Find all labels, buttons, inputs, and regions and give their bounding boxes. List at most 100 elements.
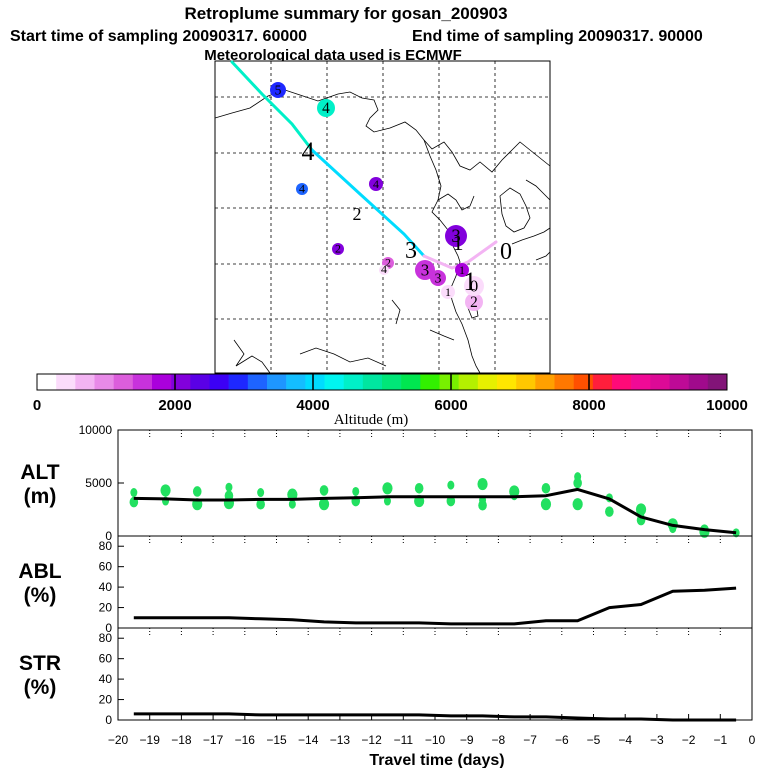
trajectory-day-label: 4: [302, 137, 315, 166]
cluster-marker: [270, 82, 286, 98]
scatter-point: [352, 486, 360, 496]
y-tick-label: 0: [105, 713, 112, 727]
colorbar-cell: [516, 374, 536, 390]
colorbar-frame: [36, 373, 728, 391]
trajectory-text-labels: 4 2 3 1 1 0: [302, 137, 513, 296]
y-tick-label: 40: [99, 580, 113, 594]
colorbar-cell: [113, 374, 134, 390]
y-tick-label: 40: [99, 672, 113, 686]
colorbar-tick-label: 8000: [572, 397, 605, 414]
scatter-point: [446, 495, 456, 507]
y-tick-label: 60: [99, 652, 113, 666]
cluster-marker: [296, 183, 308, 195]
scatter-point: [257, 488, 265, 498]
cluster-marker: [379, 265, 389, 275]
x-tick-label: −14: [298, 733, 319, 747]
scatter-point: [573, 477, 582, 489]
colorbar-tick-label: 4000: [296, 397, 329, 414]
x-tick-label: −5: [587, 733, 601, 747]
scatter-point: [160, 484, 171, 497]
y-tick-label: 5000: [85, 476, 112, 490]
colorbar-cell: [324, 374, 344, 390]
colorbar-label: Altitude (m): [334, 412, 409, 428]
x-tick-label: −10: [425, 733, 446, 747]
colorbar-cell: [94, 374, 114, 390]
x-tick-label: −13: [330, 733, 351, 747]
cluster-label: 2: [335, 241, 341, 255]
cluster-label: 4: [381, 262, 387, 276]
scatter-point: [414, 483, 424, 494]
scatter-point: [225, 482, 233, 492]
y-tick-label: 80: [99, 631, 113, 645]
scatter-point: [256, 498, 265, 510]
x-tick-label: −2: [682, 733, 696, 747]
x-tick-label: −4: [618, 733, 632, 747]
scatter-point: [318, 498, 330, 511]
colorbar-tick-label: 2000: [158, 397, 191, 414]
cluster-label: 2: [470, 294, 478, 311]
x-tick-label: −18: [171, 733, 192, 747]
trajectory-day-label: 1: [453, 230, 464, 255]
scatter-point: [732, 528, 740, 538]
colorbar-cell: [688, 374, 709, 390]
x-tick-label: −17: [203, 733, 224, 747]
cluster-label: 0: [470, 277, 479, 296]
cluster-marker: [441, 285, 455, 299]
met-data-label: Meteorological data used is ECMWF: [204, 47, 462, 64]
panel-abl: 0 20 40 60 80 ABL(%): [18, 535, 753, 635]
y-tick-label: 20: [99, 693, 113, 707]
cluster-marker: [465, 293, 483, 311]
x-tick-label: −19: [140, 733, 161, 747]
cluster-marker: [369, 177, 383, 191]
y-tick-label: 60: [99, 560, 113, 574]
series-line-abl: [133, 586, 737, 626]
colorbar-cell: [707, 374, 728, 390]
colorbar-cell: [209, 374, 229, 390]
y-axis-unit: (m): [24, 485, 57, 508]
colorbar-cell: [362, 374, 383, 390]
altitude-colorbar: 0 2000 4000 6000 8000 10000 Altitude (m): [33, 373, 748, 428]
cluster-label: 3: [435, 270, 442, 285]
y-axis-label: STR: [19, 652, 61, 675]
colorbar-tick-label: 10000: [706, 397, 748, 414]
colorbar-cell: [650, 374, 670, 390]
panel-frame: [117, 535, 753, 629]
map-frame: [214, 60, 551, 374]
trajectory-day-label: 3: [405, 238, 417, 264]
cluster-marker: [415, 260, 435, 280]
colorbar-tick-label: 6000: [434, 397, 467, 414]
cluster-label: 1: [445, 285, 451, 299]
panel-alt: 0 5000 10000 ALT(m): [20, 423, 753, 543]
y-tick-label: 20: [99, 601, 113, 615]
colorbar-cell: [554, 374, 574, 390]
colorbar-cell: [267, 374, 287, 390]
colorbar-cell: [573, 374, 594, 390]
scatter-point: [319, 485, 329, 496]
scatter-point: [605, 506, 614, 517]
colorbar-cell: [305, 374, 325, 390]
colorbar-cell: [132, 374, 153, 390]
colorbar-cell: [477, 374, 498, 390]
x-tick-label: −6: [555, 733, 569, 747]
scatter-point: [130, 488, 138, 498]
cluster-label: 3: [421, 261, 430, 280]
x-axis-label: Travel time (days): [369, 752, 504, 768]
panel-str: 0 20 40 60 80 STR(%): [19, 627, 753, 727]
colorbar-cell: [152, 374, 172, 390]
trajectory-day-label: 1: [464, 267, 477, 296]
colorbar-tick-label: 0: [33, 397, 41, 414]
colorbar-cell: [75, 374, 95, 390]
y-axis-label: ALT: [20, 461, 59, 484]
cluster-marker: [430, 270, 446, 286]
cluster-label: 3: [451, 226, 460, 247]
cluster-marker: [317, 99, 335, 117]
colorbar-cell: [343, 374, 364, 390]
trajectory-day-label: 0: [500, 239, 512, 265]
colorbar-cell: [497, 374, 517, 390]
x-tick-label: −1: [713, 733, 727, 747]
y-axis-unit: (%): [24, 584, 57, 607]
colorbar-cell: [669, 374, 689, 390]
